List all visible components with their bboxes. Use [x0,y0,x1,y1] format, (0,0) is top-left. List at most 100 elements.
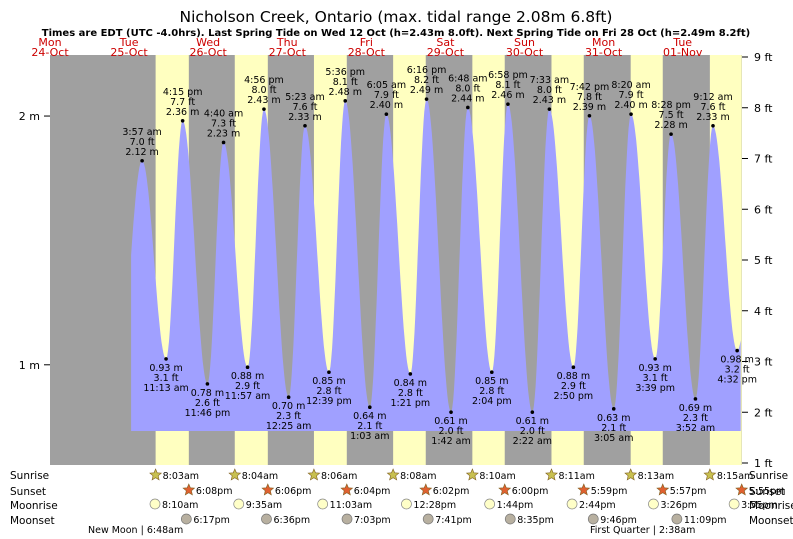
sunset-time: 6:04pm [354,486,391,497]
sunrise-icon [228,468,242,481]
tide-point [343,99,348,103]
sunset-time: 6:06pm [275,486,312,497]
tide-point [669,132,673,136]
low-tide-label: 0.69 m [679,403,712,414]
tide-point [140,158,144,163]
moonrise-icon [566,498,578,510]
low-tide-label: 0.70 m [272,401,305,412]
tide-point [408,372,413,376]
sunset-icon [340,483,354,496]
low-tide-label: 11:57 am [225,391,270,402]
moonset-icon [341,513,353,525]
low-tide-label: 4:32 pm [717,375,757,386]
day-name: Fri [360,36,373,49]
high-tide-label: 2.33 m [696,112,729,123]
high-tide-label: 2.36 m [166,107,199,118]
tide-point [571,365,576,370]
moonrise-time: 12:28pm [413,500,456,511]
day-date: 27-Oct [269,46,307,59]
sunrise-icon [386,468,400,481]
low-tide-label: 3:05 am [594,433,633,444]
moonrise-time: 8:10am [162,500,198,511]
sunrise-icon [703,468,717,481]
left-axis-tick-label: 2 m [19,110,40,123]
high-tide-label: 6:16 pm [407,65,447,76]
axes: 1 m 2 m 1 ft 2 ft 3 ft 4 ft 5 ft 6 ft 7 ft 8 ft 9 … [19,51,773,470]
low-tide-label: 3.1 ft [154,373,179,384]
high-tide-label: 7.7 ft [170,97,195,108]
day-date: 25-Oct [110,46,148,59]
moonrise-time: 3:55pm [741,500,778,511]
low-tide-label: 2:22 am [513,436,552,447]
left-axis-tick-label: 1 m [19,359,40,372]
low-tide-label: 2.8 ft [479,386,504,397]
tide-point [286,395,291,399]
high-tide-label: 7.9 ft [619,90,644,101]
sunset-icon [261,483,275,496]
high-tide-label: 6:48 am [448,73,487,84]
high-tide-label: 2.48 m [329,87,362,98]
high-tide-label: 5:36 pm [325,67,365,78]
low-tide-label: 2.3 ft [276,411,301,422]
low-tide-label: 0.85 m [312,376,345,387]
low-tide-label: 3:39 pm [635,383,675,394]
low-tide-label: 2:04 pm [472,396,512,407]
moonrise-icon [233,498,245,510]
right-axis-tick-label: 1 ft [754,457,773,470]
low-tide-label: 2:50 pm [554,391,594,402]
day-name: Tue [672,36,692,49]
high-tide-label: 8:28 pm [651,100,691,111]
tide-point [506,102,510,106]
tide-point [449,410,453,414]
low-tide-label: 11:13 am [143,383,188,394]
high-tide-label: 2.40 m [370,100,403,111]
high-tide-label: 8.1 ft [333,77,358,88]
low-tide-label: 2.8 ft [398,388,423,399]
day-date: 29-Oct [427,46,465,59]
high-tide-label: 8.0 ft [251,85,276,96]
tide-point [629,112,633,116]
low-tide-label: 0.64 m [353,411,386,422]
moonrise-time: 9:35am [246,500,282,511]
tide-point [489,370,494,375]
right-axis-tick-label: 7 ft [754,153,773,166]
row-label-moonset-right: Moonset [749,515,793,527]
low-tide-label: 2.1 ft [601,423,626,434]
tide-point [221,140,226,145]
day-date: 26-Oct [190,46,228,59]
high-tide-label: 7.9 ft [374,90,399,101]
sunset-time: 5:57pm [670,486,707,497]
tide-point [262,107,266,111]
high-tide-label: 8.1 ft [495,80,520,91]
tide-area [131,99,741,431]
low-tide-label: 1:42 am [431,436,470,447]
low-tide-label: 3:52 am [676,423,715,434]
moonset-time: 9:46pm [600,515,637,526]
row-label-sunrise-right: Sunrise [749,470,788,482]
low-tide-label: 12:25 am [266,421,311,432]
low-tide-label: 2.9 ft [561,381,586,392]
high-tide-label: 4:15 pm [163,87,203,98]
sunset-icon [498,483,512,496]
tide-point [368,405,372,409]
day-name: Thu [276,36,298,49]
right-axis-tick-label: 9 ft [754,51,773,64]
tide-point [711,123,715,128]
tide-point [424,97,429,101]
astronomy-rows: 8:03am 6:08pm 8:04am 6:06pm 8:06am 6:04pm 8:08… [149,468,786,526]
tide-point [245,365,250,370]
low-tide-label: 0.61 m [434,416,467,427]
row-label-sunrise-left: Sunrise [10,470,49,482]
moon-phase-first-quarter: First Quarter | 2:38am [590,525,695,536]
sunset-time: 5:55pm [749,486,786,497]
high-tide-label: 7.5 ft [659,110,684,121]
moonrise-time: 2:44pm [579,500,616,511]
low-tide-label: 3.1 ft [643,373,668,384]
tide-point [653,357,657,361]
sunset-time: 5:59pm [591,486,628,497]
tide-point [205,382,210,386]
row-label-moonrise-right: Moonrise [749,500,793,512]
sunrise-time: 8:06am [321,471,357,482]
right-axis-tick-label: 6 ft [754,203,773,216]
high-tide-label: 2.28 m [654,120,687,131]
